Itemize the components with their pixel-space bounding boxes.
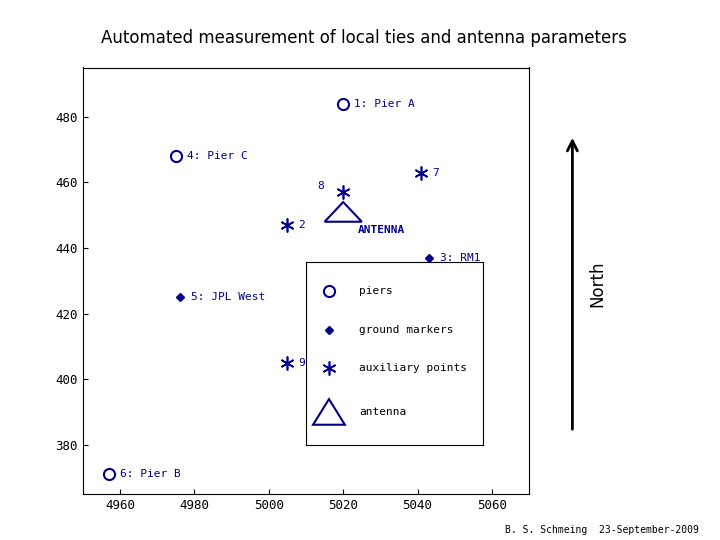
Text: ground markers: ground markers (359, 325, 454, 334)
Text: antenna: antenna (359, 407, 406, 417)
Text: ANTENNA: ANTENNA (358, 225, 405, 235)
Text: B. S. Schmeing  23-September-2009: B. S. Schmeing 23-September-2009 (505, 524, 698, 535)
Text: Automated measurement of local ties and antenna parameters: Automated measurement of local ties and … (101, 29, 626, 47)
Text: 1: Pier A: 1: Pier A (354, 99, 415, 109)
Text: 4: Pier C: 4: Pier C (187, 151, 248, 161)
Text: 5: JPL West: 5: JPL West (191, 292, 265, 302)
Text: 9: 9 (299, 358, 305, 368)
Text: piers: piers (359, 286, 393, 296)
Text: 6: Pier B: 6: Pier B (120, 469, 181, 480)
Text: 3: RM1: 3: RM1 (440, 253, 480, 263)
Text: 2: 2 (299, 220, 305, 230)
Text: auxiliary points: auxiliary points (359, 363, 467, 373)
Text: 8: 8 (317, 181, 324, 191)
Text: 7: 7 (433, 167, 439, 178)
Text: North: North (589, 260, 606, 307)
